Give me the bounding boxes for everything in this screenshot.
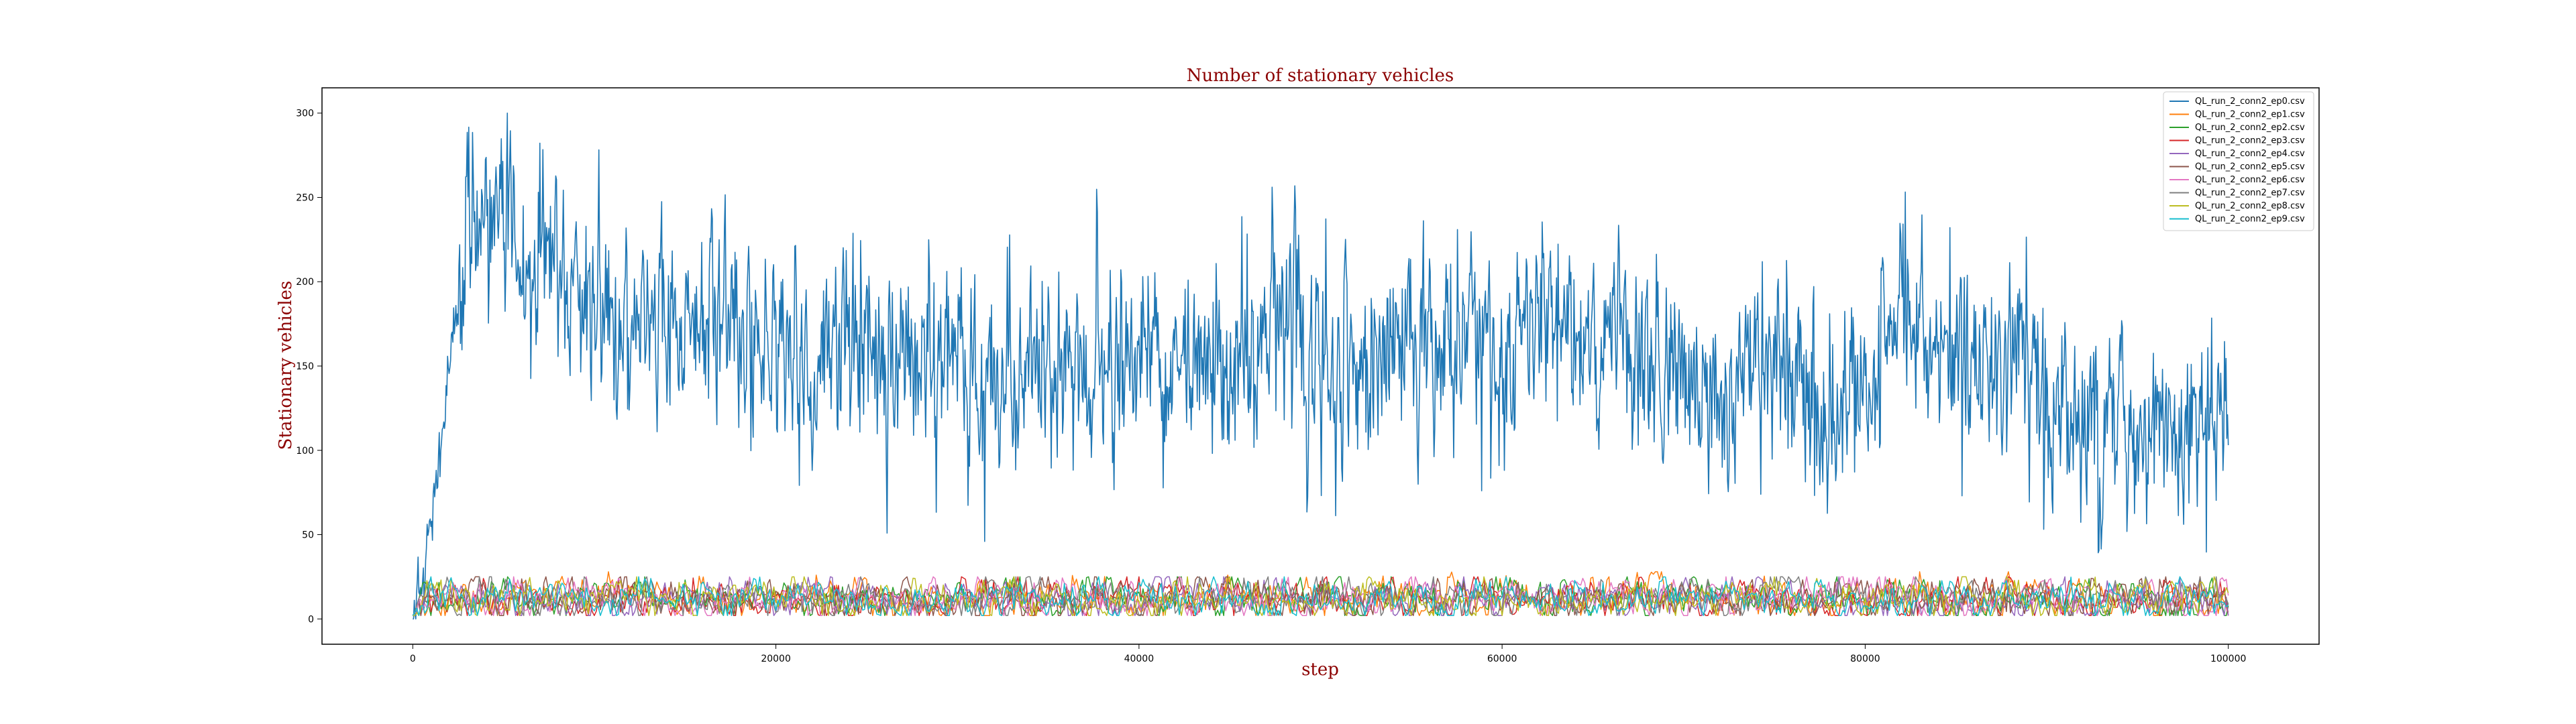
series-line-ep8 [413, 576, 2229, 616]
y-axis-label: Stationary vehicles [276, 281, 296, 450]
legend-label: QL_run_2_conn2_ep6.csv [2195, 175, 2305, 185]
x-axis-label: step [1301, 660, 1339, 680]
legend-label: QL_run_2_conn2_ep3.csv [2195, 136, 2305, 146]
legend-label: QL_run_2_conn2_ep4.csv [2195, 149, 2305, 159]
legend-frame [2163, 91, 2314, 231]
series-layer [412, 112, 2229, 620]
legend: QL_run_2_conn2_ep0.csv QL_run_2_conn2_ep1… [2163, 91, 2314, 231]
x-tick-label: 40000 [1124, 654, 1155, 664]
y-tick-label: 100 [296, 446, 314, 457]
series-line-ep0 [413, 112, 2229, 620]
y-axis-ticks: 0 50 100 150 200 250 300 [296, 109, 322, 625]
legend-label: QL_run_2_conn2_ep7.csv [2195, 188, 2305, 198]
x-tick-label: 80000 [1850, 654, 1880, 664]
x-tick-label: 60000 [1487, 654, 1517, 664]
y-tick-label: 50 [302, 530, 314, 541]
legend-label: QL_run_2_conn2_ep5.csv [2195, 162, 2305, 172]
legend-label: QL_run_2_conn2_ep9.csv [2195, 215, 2305, 225]
x-tick-label: 0 [410, 654, 416, 664]
legend-label: QL_run_2_conn2_ep2.csv [2195, 123, 2305, 133]
y-tick-label: 250 [296, 192, 314, 203]
series-line-ep7 [412, 576, 2229, 616]
y-tick-label: 300 [296, 109, 314, 119]
series-line-ep9 [412, 576, 2229, 616]
legend-label: QL_run_2_conn2_ep8.csv [2195, 201, 2305, 211]
legend-label: QL_run_2_conn2_ep0.csv [2195, 97, 2305, 107]
x-tick-label: 20000 [761, 654, 791, 664]
y-tick-label: 200 [296, 277, 314, 288]
y-tick-label: 0 [308, 614, 314, 625]
x-axis-ticks: 0 20000 40000 60000 80000 100000 [410, 644, 2246, 664]
plot-frame [321, 87, 2320, 645]
legend-label: QL_run_2_conn2_ep1.csv [2195, 110, 2305, 120]
y-tick-label: 150 [296, 361, 314, 372]
series-line-ep6 [412, 576, 2229, 616]
chart-title: Number of stationary vehicles [1187, 66, 1454, 86]
x-tick-label: 100000 [2210, 654, 2246, 664]
